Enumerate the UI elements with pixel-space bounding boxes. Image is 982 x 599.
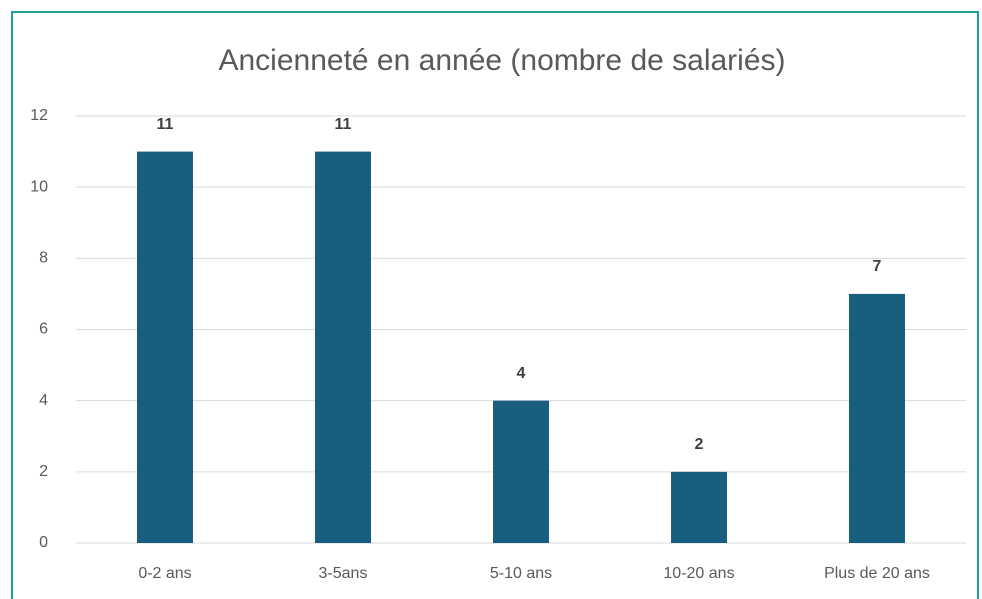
bar <box>849 293 905 543</box>
data-label: 4 <box>517 365 526 382</box>
data-label: 7 <box>873 258 882 275</box>
y-tick-label: 4 <box>39 392 48 409</box>
x-tick-label: 3-5ans <box>319 565 368 582</box>
x-tick-label: 10-20 ans <box>663 565 734 582</box>
chart-title: Ancienneté en année (nombre de salariés) <box>218 44 785 77</box>
data-label: 11 <box>335 116 352 133</box>
x-tick-label: 0-2 ans <box>138 565 191 582</box>
data-label: 2 <box>695 436 704 453</box>
bar <box>137 151 193 544</box>
y-tick-label: 10 <box>30 178 48 195</box>
x-tick-label: 5-10 ans <box>490 565 552 582</box>
bar <box>315 151 371 544</box>
y-tick-label: 12 <box>30 107 48 124</box>
frame <box>11 11 979 599</box>
bar <box>493 400 549 543</box>
data-label: 11 <box>157 116 174 133</box>
bar <box>671 471 727 543</box>
y-tick-label: 2 <box>39 463 48 480</box>
x-tick-label: Plus de 20 ans <box>824 565 930 582</box>
y-tick-label: 6 <box>39 321 48 338</box>
y-tick-label: 0 <box>39 534 48 551</box>
y-tick-label: 8 <box>39 250 48 267</box>
